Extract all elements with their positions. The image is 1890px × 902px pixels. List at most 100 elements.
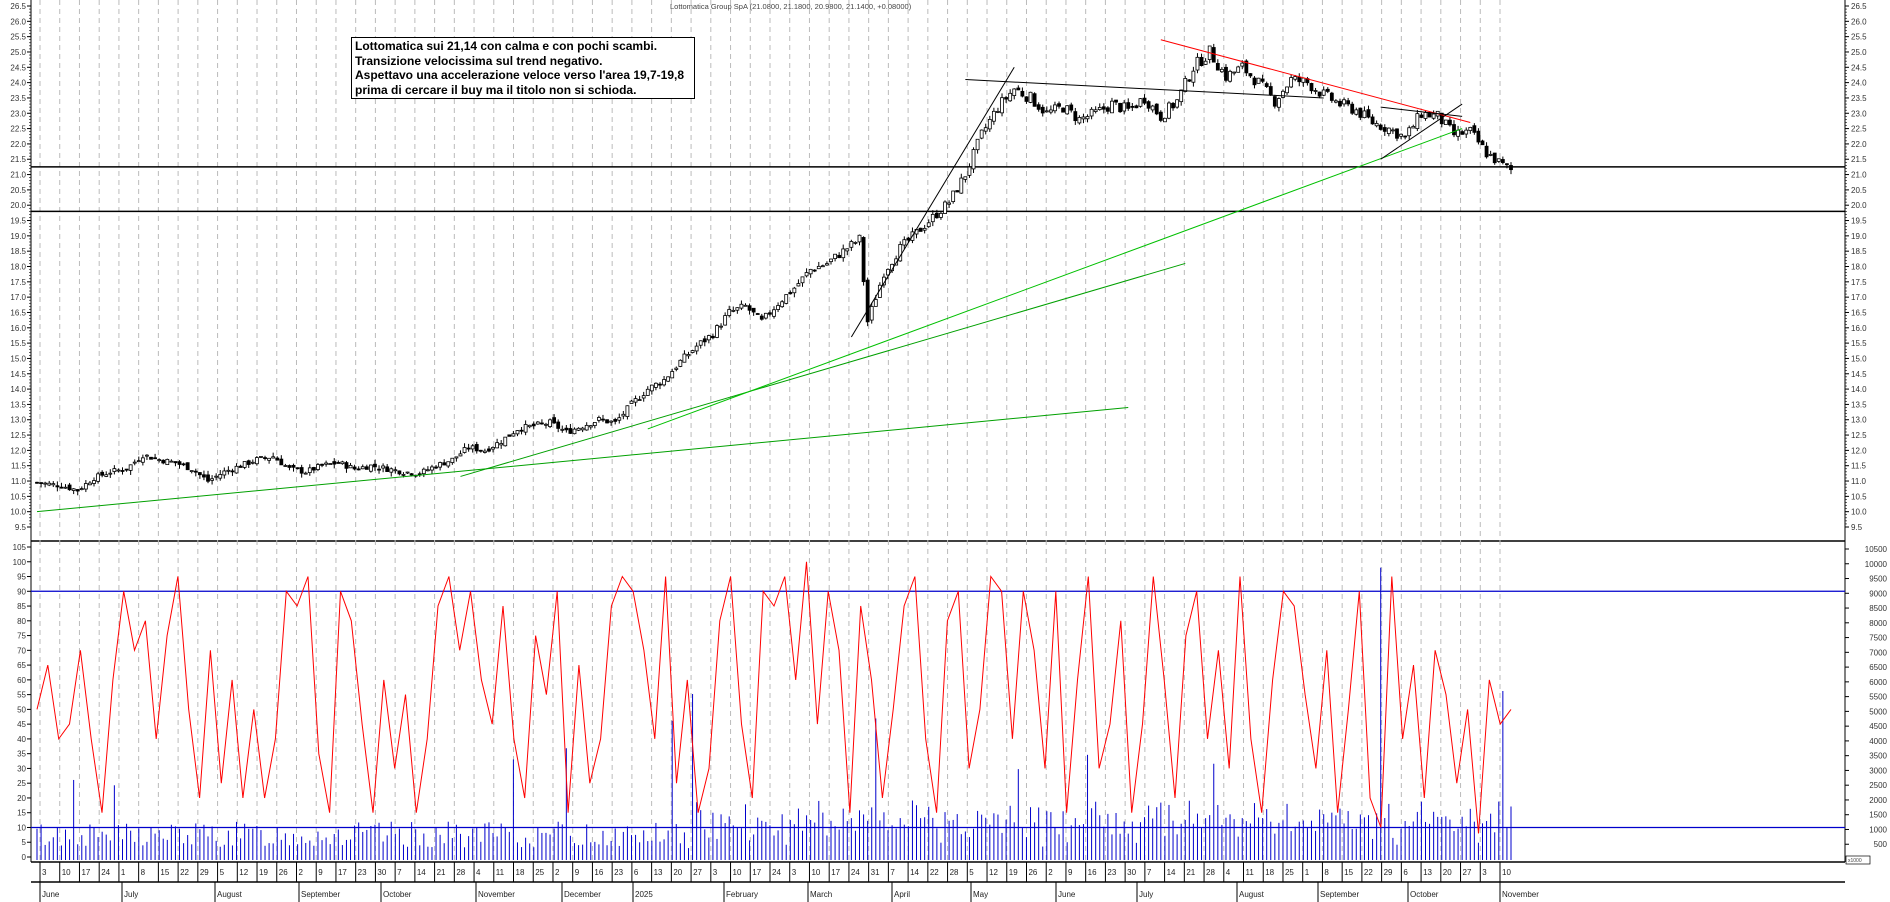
svg-text:11.0: 11.0 — [1851, 477, 1867, 486]
svg-text:17.0: 17.0 — [10, 293, 26, 302]
svg-text:14: 14 — [417, 868, 426, 877]
svg-text:10: 10 — [17, 823, 26, 832]
svg-text:12.0: 12.0 — [10, 446, 26, 455]
svg-text:1: 1 — [1305, 868, 1310, 877]
svg-text:18.5: 18.5 — [1851, 247, 1867, 256]
svg-text:19.5: 19.5 — [1851, 217, 1867, 226]
svg-text:November: November — [1502, 890, 1539, 899]
chart-title: Lottomatica Group SpA (21.0800, 21.1800,… — [670, 2, 912, 11]
svg-text:7: 7 — [397, 868, 402, 877]
svg-text:December: December — [564, 890, 601, 899]
svg-text:25.0: 25.0 — [1851, 48, 1867, 57]
svg-text:29: 29 — [200, 868, 209, 877]
svg-text:15: 15 — [17, 809, 26, 818]
svg-text:17: 17 — [338, 868, 347, 877]
svg-text:25.5: 25.5 — [10, 33, 26, 42]
svg-text:4000: 4000 — [1869, 737, 1887, 746]
svg-text:October: October — [383, 890, 412, 899]
svg-text:3500: 3500 — [1869, 752, 1887, 761]
svg-text:4: 4 — [476, 868, 481, 877]
svg-text:28: 28 — [950, 868, 959, 877]
svg-text:16: 16 — [594, 868, 603, 877]
svg-text:16.0: 16.0 — [1851, 324, 1867, 333]
svg-text:10.0: 10.0 — [1851, 508, 1867, 517]
svg-text:30: 30 — [377, 868, 386, 877]
svg-text:10.0: 10.0 — [10, 508, 26, 517]
svg-text:5000: 5000 — [1869, 707, 1887, 716]
svg-text:April: April — [894, 890, 910, 899]
svg-text:11.5: 11.5 — [1851, 462, 1867, 471]
svg-text:7000: 7000 — [1869, 648, 1887, 657]
svg-text:25: 25 — [1285, 868, 1294, 877]
svg-text:30: 30 — [17, 764, 26, 773]
svg-text:26.5: 26.5 — [10, 2, 26, 11]
volume-bars — [36, 567, 1512, 860]
svg-text:23: 23 — [1107, 868, 1116, 877]
svg-text:5500: 5500 — [1869, 693, 1887, 702]
svg-text:10: 10 — [62, 868, 71, 877]
svg-text:May: May — [973, 890, 988, 899]
svg-text:8500: 8500 — [1869, 604, 1887, 613]
oscillator-axis: 1051009590858075706560555045403530252015… — [13, 543, 31, 862]
svg-text:12: 12 — [239, 868, 248, 877]
svg-text:3: 3 — [42, 868, 47, 877]
svg-text:2000: 2000 — [1869, 796, 1887, 805]
svg-text:19: 19 — [259, 868, 268, 877]
svg-text:25: 25 — [17, 779, 26, 788]
svg-text:17: 17 — [752, 868, 761, 877]
svg-text:26: 26 — [279, 868, 288, 877]
svg-text:20: 20 — [1443, 868, 1452, 877]
svg-text:13.5: 13.5 — [1851, 400, 1867, 409]
svg-text:October: October — [1410, 890, 1439, 899]
vertical-gridlines — [30, 0, 1846, 883]
annotation-line-3: Aspettavo una accelerazione veloce verso… — [355, 68, 685, 82]
svg-text:14: 14 — [1167, 868, 1176, 877]
svg-text:10.5: 10.5 — [10, 492, 26, 501]
svg-text:20.5: 20.5 — [1851, 186, 1867, 195]
svg-text:July: July — [1139, 890, 1153, 899]
svg-text:18: 18 — [516, 868, 525, 877]
svg-text:8000: 8000 — [1869, 619, 1887, 628]
svg-text:5: 5 — [969, 868, 974, 877]
svg-text:24.5: 24.5 — [1851, 63, 1867, 72]
svg-text:90: 90 — [17, 587, 26, 596]
svg-text:13.0: 13.0 — [1851, 416, 1867, 425]
svg-text:12.5: 12.5 — [1851, 431, 1867, 440]
svg-text:22.5: 22.5 — [10, 125, 26, 134]
svg-text:7: 7 — [1147, 868, 1152, 877]
horizontal-level-lines — [31, 166, 1845, 829]
svg-text:16.0: 16.0 — [10, 324, 26, 333]
svg-text:19: 19 — [1009, 868, 1018, 877]
svg-text:95: 95 — [17, 573, 26, 582]
svg-text:26.5: 26.5 — [1851, 2, 1867, 11]
svg-text:7: 7 — [890, 868, 895, 877]
svg-text:18: 18 — [1265, 868, 1274, 877]
svg-text:6500: 6500 — [1869, 663, 1887, 672]
svg-text:9500: 9500 — [1869, 575, 1887, 584]
svg-text:29: 29 — [1384, 868, 1393, 877]
svg-text:22: 22 — [930, 868, 939, 877]
svg-text:10000: 10000 — [1865, 560, 1888, 569]
svg-text:9: 9 — [318, 868, 323, 877]
svg-text:30: 30 — [1127, 868, 1136, 877]
svg-text:21.5: 21.5 — [1851, 155, 1867, 164]
annotation-line-4: prima di cercare il buy ma il titolo non… — [355, 82, 637, 97]
svg-text:2025: 2025 — [635, 890, 653, 899]
svg-text:11: 11 — [496, 868, 505, 877]
svg-text:23.5: 23.5 — [1851, 94, 1867, 103]
svg-text:8: 8 — [1324, 868, 1329, 877]
svg-text:70: 70 — [17, 646, 26, 655]
svg-text:2: 2 — [555, 868, 560, 877]
svg-text:5: 5 — [220, 868, 225, 877]
svg-text:16.5: 16.5 — [10, 308, 26, 317]
svg-text:13: 13 — [654, 868, 663, 877]
date-axis: 3 10 17 24 1 8 15 22 29 5 12 19 26 2 9 17 23 30 7 14 21 28 4 11… — [39, 862, 1539, 902]
svg-text:24: 24 — [851, 868, 860, 877]
svg-text:26.0: 26.0 — [1851, 17, 1867, 26]
oscillator-line — [36, 561, 1512, 834]
svg-text:10: 10 — [1502, 868, 1511, 877]
svg-text:17: 17 — [831, 868, 840, 877]
svg-text:22: 22 — [1364, 868, 1373, 877]
svg-text:45: 45 — [17, 720, 26, 729]
